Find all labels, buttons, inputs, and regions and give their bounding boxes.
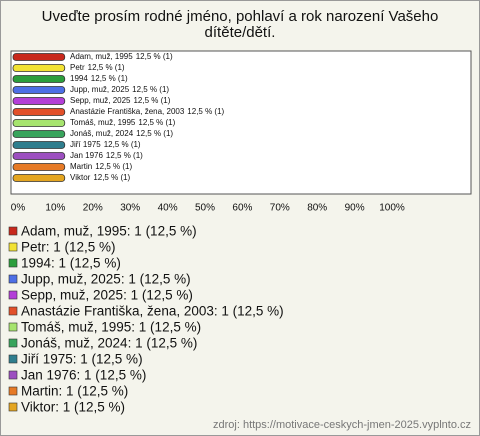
- legend-swatch: [8, 290, 18, 300]
- legend-swatch: [8, 306, 18, 316]
- bar: [12, 64, 66, 72]
- bar-label: Adam, muž, 1995 12,5 % (1): [70, 52, 173, 61]
- value-label: 12,5 % (1): [88, 63, 125, 72]
- legend-label: Jupp, muž, 2025: 1 (12,5 %): [21, 272, 191, 287]
- bar: [12, 108, 66, 116]
- legend-label: Jonáš, muž, 2024: 1 (12,5 %): [21, 336, 197, 351]
- category-label: Jiří 1975: [70, 140, 101, 149]
- x-tick-label: 60%: [232, 203, 252, 214]
- legend-label: Jan 1976: 1 (12,5 %): [21, 368, 146, 383]
- legend-label: Viktor: 1 (12,5 %): [21, 400, 125, 415]
- legend-label: Sepp, muž, 2025: 1 (12,5 %): [21, 288, 193, 303]
- bar: [12, 130, 66, 138]
- bar: [12, 152, 66, 160]
- legend-label: Tomáš, muž, 1995: 1 (12,5 %): [21, 320, 201, 335]
- bar: [12, 141, 66, 149]
- bar-label: Anastázie Františka, žena, 2003 12,5 % (1…: [70, 107, 225, 116]
- bar-label: Jonáš, muž, 2024 12,5 % (1): [70, 129, 173, 138]
- x-tick-label: 70%: [270, 203, 290, 214]
- bar: [12, 174, 66, 182]
- legend-label: Martin: 1 (12,5 %): [21, 384, 128, 399]
- legend-swatch: [8, 322, 18, 332]
- value-label: 12,5 % (1): [95, 162, 132, 171]
- legend-swatch: [8, 258, 18, 268]
- legend-swatch: [8, 370, 18, 380]
- bar: [12, 119, 66, 127]
- x-tick-label: 40%: [158, 203, 178, 214]
- bar-label: Jan 1976 12,5 % (1): [70, 151, 143, 160]
- category-label: Martin: [70, 162, 92, 171]
- bar-label: Viktor 12,5 % (1): [70, 173, 131, 182]
- value-label: 12,5 % (1): [93, 173, 130, 182]
- value-label: 12,5 % (1): [187, 107, 224, 116]
- category-label: Adam, muž, 1995: [70, 52, 133, 61]
- legend-label: Anastázie Františka, žena, 2003: 1 (12,5…: [21, 304, 284, 319]
- bar-label: Martin 12,5 % (1): [70, 162, 132, 171]
- bar: [12, 75, 66, 83]
- legend-swatch: [8, 354, 18, 364]
- value-label: 12,5 % (1): [91, 74, 128, 83]
- category-label: Anastázie Františka, žena, 2003: [70, 107, 185, 116]
- bar: [12, 86, 66, 94]
- x-tick-label: 50%: [195, 203, 215, 214]
- x-tick-label: 10%: [45, 203, 65, 214]
- bar-label: Sepp, muž, 2025 12,5 % (1): [70, 96, 171, 105]
- value-label: 12,5 % (1): [132, 85, 169, 94]
- bar-label: Jiří 1975 12,5 % (1): [70, 140, 141, 149]
- legend-swatch: [8, 226, 18, 236]
- bar: [12, 97, 66, 105]
- value-label: 12,5 % (1): [106, 151, 143, 160]
- legend-label: Petr: 1 (12,5 %): [21, 240, 116, 255]
- chart-title: Uveďte prosím rodné jméno, pohlaví a rok…: [41, 8, 439, 41]
- category-label: Sepp, muž, 2025: [70, 96, 131, 105]
- legend-swatch: [8, 274, 18, 284]
- value-label: 12,5 % (1): [136, 52, 173, 61]
- x-tick-label: 80%: [307, 203, 327, 214]
- value-label: 12,5 % (1): [136, 129, 173, 138]
- legend-swatch: [8, 386, 18, 396]
- bar: [12, 163, 66, 171]
- legend-label: 1994: 1 (12,5 %): [21, 256, 121, 271]
- bar: [12, 53, 66, 61]
- bar-label: Tomáš, muž, 1995 12,5 % (1): [70, 118, 176, 127]
- category-label: 1994: [70, 74, 88, 83]
- x-tick-label: 90%: [345, 203, 365, 214]
- source: zdroj: https://motivace-ceskych-jmen-202…: [213, 419, 471, 431]
- x-tick-label: 0%: [11, 203, 26, 214]
- category-label: Tomáš, muž, 1995: [70, 118, 136, 127]
- bar-label: Petr 12,5 % (1): [70, 63, 125, 72]
- bar-label: Jupp, muž, 2025 12,5 % (1): [70, 85, 169, 94]
- plot-area: [10, 50, 472, 195]
- category-label: Jupp, muž, 2025: [70, 85, 130, 94]
- legend-swatch: [8, 242, 18, 252]
- legend-swatch: [8, 338, 18, 348]
- x-tick-label: 30%: [120, 203, 140, 214]
- x-tick-label: 100%: [379, 203, 405, 214]
- x-tick-label: 20%: [83, 203, 103, 214]
- category-label: Petr: [70, 63, 85, 72]
- category-label: Viktor: [70, 173, 91, 182]
- bar-label: 1994 12,5 % (1): [70, 74, 128, 83]
- legend-label: Jiří 1975: 1 (12,5 %): [21, 352, 143, 367]
- category-label: Jan 1976: [70, 151, 103, 160]
- value-label: 12,5 % (1): [138, 118, 175, 127]
- category-label: Jonáš, muž, 2024: [70, 129, 134, 138]
- legend-swatch: [8, 402, 18, 412]
- value-label: 12,5 % (1): [133, 96, 170, 105]
- legend-label: Adam, muž, 1995: 1 (12,5 %): [21, 224, 197, 239]
- value-label: 12,5 % (1): [104, 140, 141, 149]
